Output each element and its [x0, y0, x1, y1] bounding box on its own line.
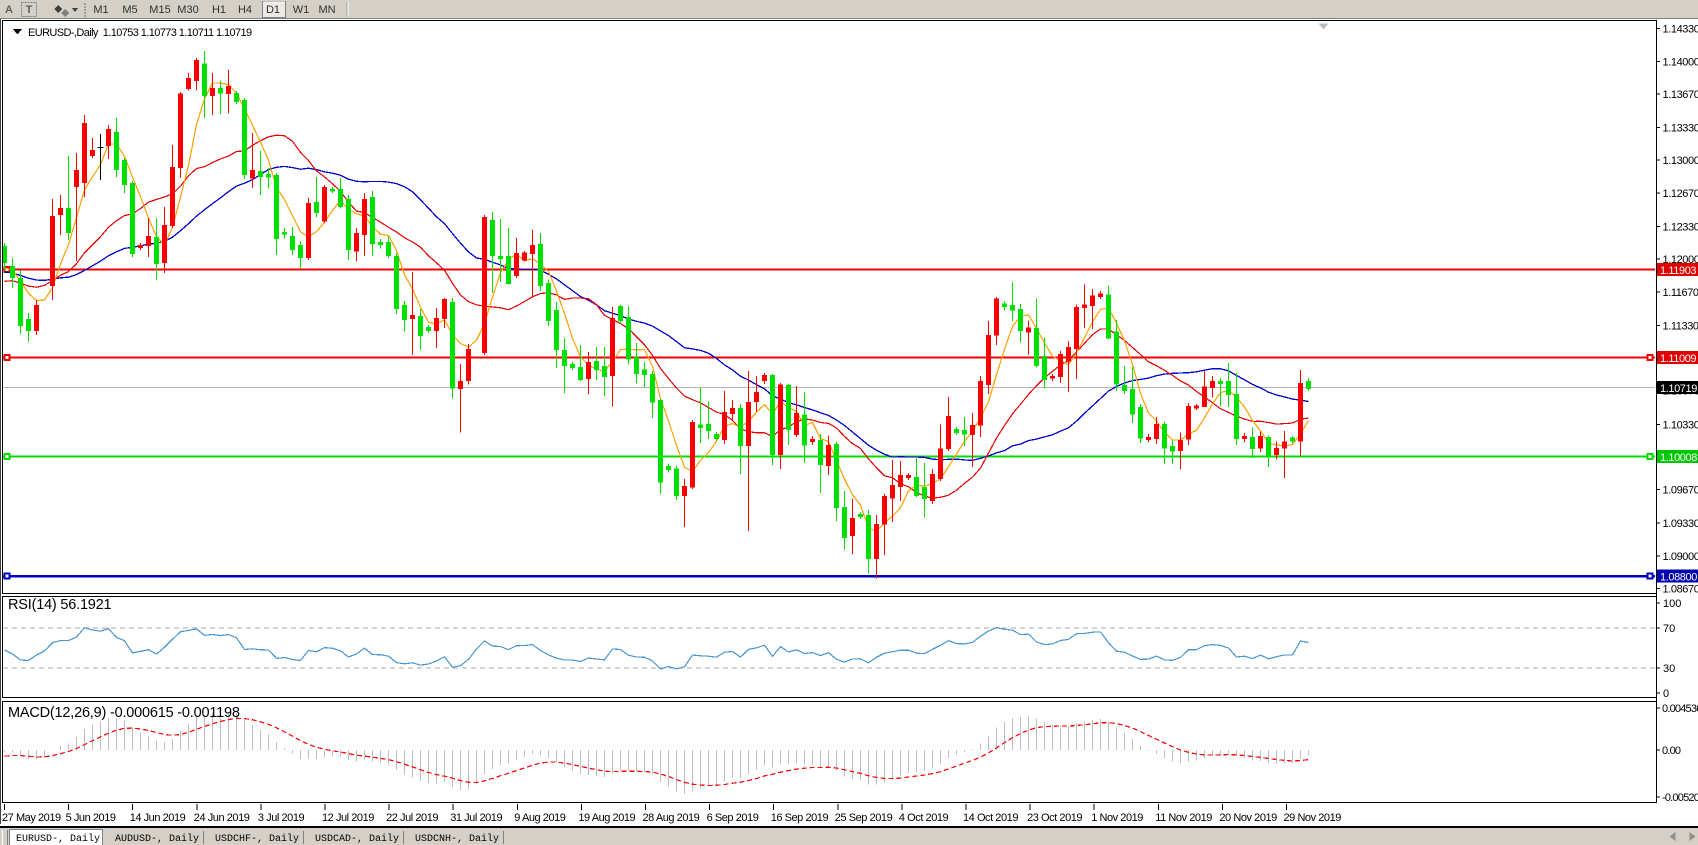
- svg-text:24 Jun 2019: 24 Jun 2019: [194, 812, 250, 824]
- svg-text:1.09670: 1.09670: [1663, 485, 1698, 497]
- svg-text:70: 70: [1663, 623, 1675, 635]
- svg-text:29 Nov 2019: 29 Nov 2019: [1284, 812, 1342, 824]
- svg-text:H1: H1: [212, 4, 226, 16]
- svg-text:0.004536: 0.004536: [1662, 703, 1698, 715]
- svg-text:1.11330: 1.11330: [1663, 320, 1698, 332]
- svg-text:MN: MN: [318, 4, 335, 16]
- svg-text:1.14330: 1.14330: [1663, 24, 1698, 36]
- svg-text:100: 100: [1663, 598, 1681, 610]
- svg-text:0.00: 0.00: [1662, 745, 1681, 757]
- svg-text:1.10719: 1.10719: [1660, 383, 1697, 395]
- svg-text:1.14000: 1.14000: [1663, 56, 1698, 68]
- svg-text:1.10008: 1.10008: [1660, 452, 1697, 464]
- svg-text:22 Jul 2019: 22 Jul 2019: [386, 812, 438, 824]
- svg-text:AUDUSD-, Daily: AUDUSD-, Daily: [115, 833, 199, 845]
- svg-text:M30: M30: [177, 4, 198, 16]
- svg-text:14 Oct 2019: 14 Oct 2019: [963, 812, 1018, 824]
- svg-text:T: T: [26, 4, 33, 16]
- svg-text:D1: D1: [266, 4, 280, 16]
- svg-text:MACD(12,26,9) -0.000615 -0.001: MACD(12,26,9) -0.000615 -0.001198: [8, 705, 240, 721]
- svg-text:USDCHF-, Daily: USDCHF-, Daily: [215, 833, 299, 845]
- svg-text:USDCAD-, Daily: USDCAD-, Daily: [315, 833, 399, 845]
- svg-text:6 Sep 2019: 6 Sep 2019: [707, 812, 759, 824]
- svg-text:3 Jul 2019: 3 Jul 2019: [258, 812, 305, 824]
- svg-text:25 Sep 2019: 25 Sep 2019: [835, 812, 893, 824]
- svg-text:1.12670: 1.12670: [1663, 188, 1698, 200]
- svg-text:4 Oct 2019: 4 Oct 2019: [899, 812, 949, 824]
- svg-text:M1: M1: [93, 4, 108, 16]
- svg-text:16 Sep 2019: 16 Sep 2019: [771, 812, 829, 824]
- svg-text:28 Aug 2019: 28 Aug 2019: [643, 812, 700, 824]
- svg-text:1.13330: 1.13330: [1663, 123, 1698, 135]
- svg-text:1.08670: 1.08670: [1663, 584, 1698, 596]
- svg-text:27 May 2019: 27 May 2019: [2, 812, 61, 824]
- svg-text:1.13670: 1.13670: [1663, 89, 1698, 101]
- svg-text:USDCNH-, Daily: USDCNH-, Daily: [415, 833, 499, 845]
- svg-text:1 Nov 2019: 1 Nov 2019: [1091, 812, 1143, 824]
- svg-text:1.10330: 1.10330: [1663, 419, 1698, 431]
- svg-text:20 Nov 2019: 20 Nov 2019: [1219, 812, 1277, 824]
- svg-text:EURUSD-,Daily 1.10753 1.10773: EURUSD-,Daily 1.10753 1.10773 1.10711 1.…: [28, 27, 252, 39]
- svg-text:H4: H4: [238, 4, 252, 16]
- svg-text:14 Jun 2019: 14 Jun 2019: [130, 812, 186, 824]
- svg-text:1.12330: 1.12330: [1663, 222, 1698, 234]
- svg-text:5 Jun 2019: 5 Jun 2019: [66, 812, 116, 824]
- svg-text:11 Nov 2019: 11 Nov 2019: [1155, 812, 1212, 824]
- svg-text:19 Aug 2019: 19 Aug 2019: [578, 812, 635, 824]
- svg-text:23 Oct 2019: 23 Oct 2019: [1027, 812, 1082, 824]
- svg-text:RSI(14) 56.1921: RSI(14) 56.1921: [8, 597, 112, 613]
- svg-text:1.11009: 1.11009: [1660, 353, 1696, 365]
- svg-text:1.09000: 1.09000: [1663, 551, 1698, 563]
- svg-text:W1: W1: [293, 4, 310, 16]
- svg-text:0: 0: [1663, 688, 1669, 700]
- svg-text:M15: M15: [149, 4, 170, 16]
- svg-text:EURUSD-, Daily: EURUSD-, Daily: [16, 833, 100, 845]
- svg-text:1.11670: 1.11670: [1663, 287, 1698, 299]
- svg-text:1.08800: 1.08800: [1660, 572, 1697, 584]
- svg-text:30: 30: [1663, 663, 1675, 675]
- svg-text:1.09330: 1.09330: [1663, 518, 1698, 530]
- svg-text:12 Jul 2019: 12 Jul 2019: [322, 812, 374, 824]
- svg-text:1.13000: 1.13000: [1663, 155, 1698, 167]
- svg-text:-0.005205: -0.005205: [1662, 792, 1698, 804]
- svg-text:A: A: [5, 4, 13, 16]
- svg-text:1.11903: 1.11903: [1660, 265, 1696, 277]
- svg-text:31 Jul 2019: 31 Jul 2019: [450, 812, 502, 824]
- svg-text:9 Aug 2019: 9 Aug 2019: [514, 812, 565, 824]
- svg-text:M5: M5: [122, 4, 137, 16]
